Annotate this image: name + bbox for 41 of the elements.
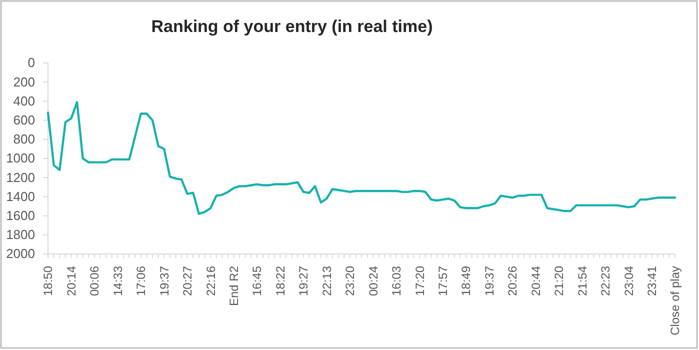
x-tick-label: 22:13: [320, 266, 334, 296]
x-tick-label: 00:24: [366, 266, 380, 296]
y-tick-label: 400: [13, 93, 35, 108]
x-tick-label: 16:03: [390, 266, 404, 296]
x-tick-label: 18:50: [41, 266, 56, 296]
x-tick-label: 20:27: [180, 266, 195, 296]
x-tick-label: 18:49: [459, 266, 474, 296]
x-tick-label: 22:23: [598, 266, 613, 296]
x-tick-label: 17:06: [134, 266, 148, 296]
x-tick-label: 21:54: [575, 266, 590, 296]
y-tick-label: 0: [28, 55, 35, 70]
x-tick-label: End R2: [226, 266, 241, 306]
x-tick-label: Close of play: [668, 266, 682, 336]
x-tick-label: 19:37: [157, 266, 172, 296]
y-tick-label: 1000: [6, 150, 35, 166]
x-tick-label: 20:44: [528, 266, 543, 296]
y-tick-label: 1400: [6, 188, 35, 204]
x-tick-label: 23:20: [343, 266, 358, 296]
x-tick-label: 19:37: [482, 266, 496, 296]
x-tick-label: 17:20: [412, 266, 427, 296]
x-tick-label: 23:04: [622, 266, 636, 296]
x-tick-label: 17:57: [436, 266, 450, 296]
x-tick-label: 14:33: [110, 266, 125, 296]
line-series: [46, 101, 676, 215]
x-tick-label: 23:41: [644, 266, 659, 296]
x-tick-label: 20:26: [506, 266, 520, 296]
y-tick-label: 600: [13, 112, 35, 128]
y-tick-label: 2000: [6, 246, 35, 262]
y-tick-label: 800: [13, 132, 35, 147]
x-tick-label: 21:20: [552, 266, 566, 296]
y-tick-label: 200: [13, 74, 35, 90]
y-tick-label: 1200: [6, 170, 35, 185]
x-tick-label: 20:14: [64, 266, 78, 296]
x-tick-label: 22:16: [204, 266, 218, 296]
x-tick-label: 16:45: [250, 266, 264, 296]
x-tick-label: 18:22: [273, 266, 288, 296]
x-tick-label: 19:27: [296, 266, 311, 296]
y-tick-label: 1800: [6, 227, 35, 242]
x-tick-label: 00:06: [88, 266, 102, 296]
chart-title: Ranking of your entry (in real time): [151, 17, 433, 36]
y-tick-label: 1600: [6, 208, 35, 223]
